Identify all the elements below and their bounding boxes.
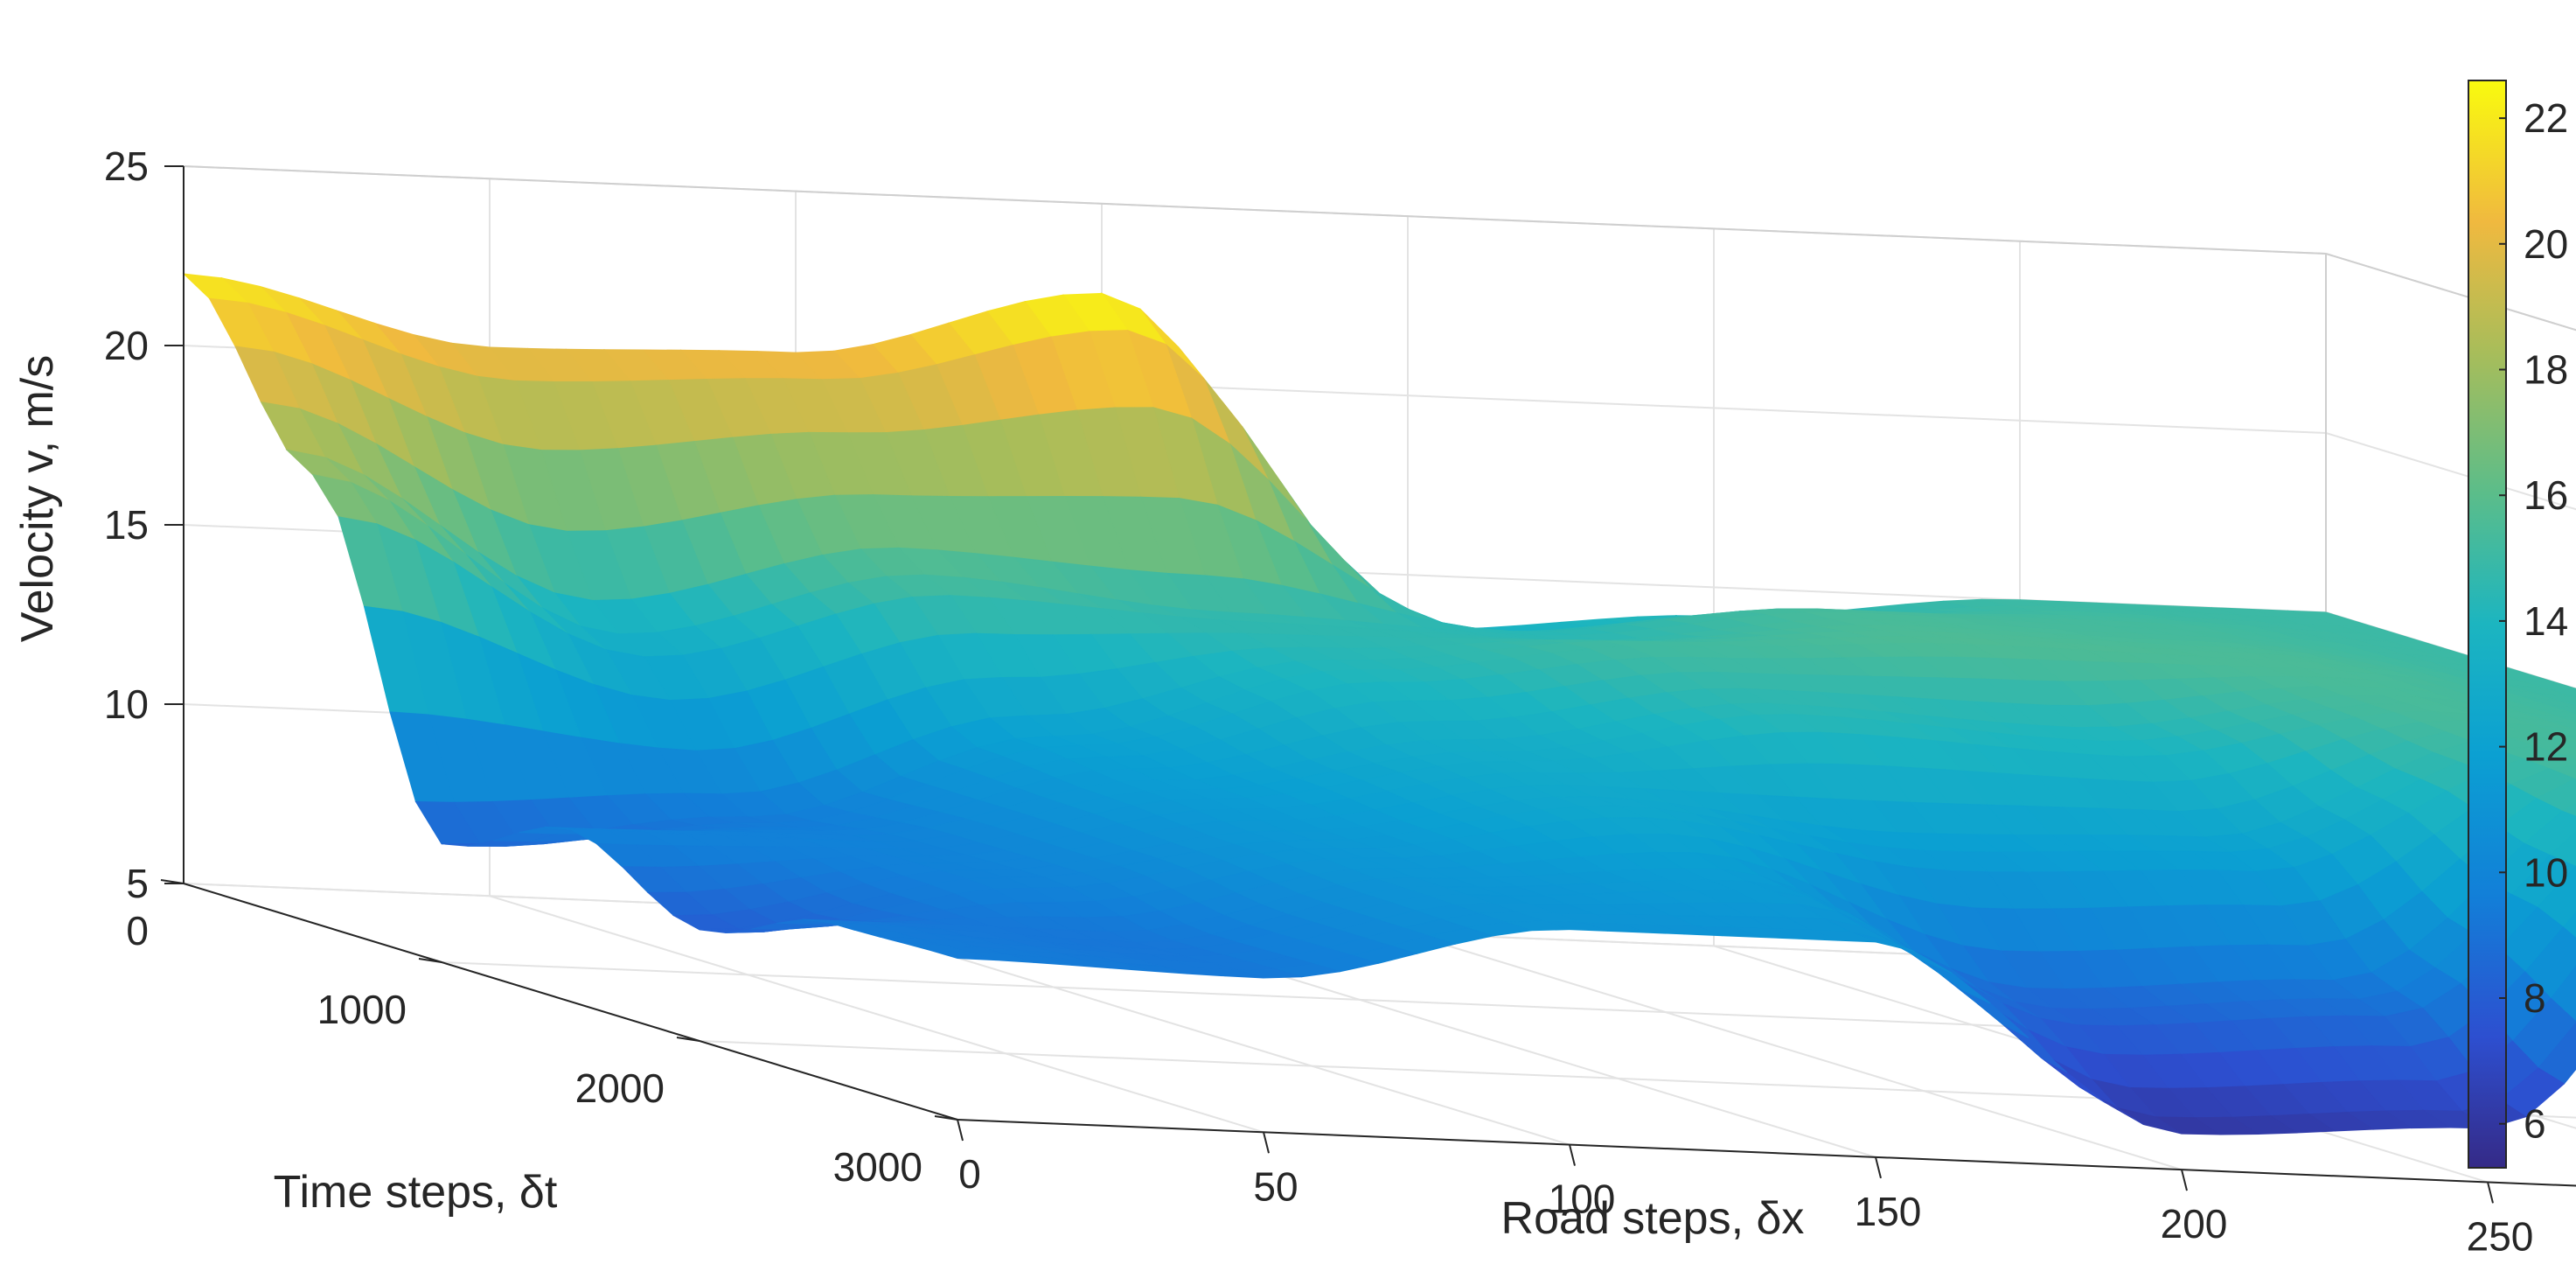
x-tick	[1875, 1156, 1882, 1179]
gridline-x-floor	[489, 895, 1264, 1134]
x-tick	[1263, 1132, 1270, 1154]
t-tick-label: 1000	[317, 987, 407, 1032]
x-tick-label: 0	[958, 1151, 981, 1197]
t-axis-line	[183, 883, 958, 1121]
gridline-x-floor	[1407, 932, 2183, 1171]
surface-patch	[2562, 911, 2576, 939]
x-tick	[2181, 1169, 2188, 1191]
x-tick-label: 100	[1549, 1177, 1616, 1222]
colorbar-tick-label: 10	[2524, 849, 2568, 895]
x-tick	[2487, 1182, 2494, 1204]
colorbar-tick-label: 16	[2524, 472, 2568, 518]
colorbar-tick-label: 8	[2524, 975, 2546, 1021]
x-tick-label: 200	[2161, 1201, 2228, 1247]
x-axis-label: Road steps, δx	[1501, 1193, 1805, 1244]
colorbar-tick-label: 18	[2524, 347, 2568, 393]
t-tick	[160, 879, 184, 884]
t-tick-label: 2000	[575, 1065, 665, 1111]
t-tick-label: 3000	[833, 1144, 922, 1190]
colorbar-gradient	[2468, 80, 2507, 1169]
colorbar-tick-label: 22	[2524, 95, 2568, 141]
x-tick-label: 150	[1855, 1189, 1922, 1234]
y-axis-label: Time steps, δt	[274, 1167, 558, 1218]
tick-labels: 5101520250100020003000050100150200250300…	[104, 143, 2534, 1259]
surface-patch	[2561, 802, 2576, 817]
gridline-z-side	[2325, 432, 2576, 511]
surface-patch	[2573, 729, 2576, 731]
z-tick-label: 15	[104, 502, 149, 548]
colorbar: 6 8 10 12 14 16 18 20 22	[2468, 80, 2568, 1169]
colorbar-tick-label: 14	[2524, 598, 2568, 644]
axes-lines	[160, 165, 2576, 1204]
z-tick-label: 20	[104, 323, 149, 368]
z-tick-label: 25	[104, 143, 149, 189]
surface-patch	[931, 950, 996, 961]
x-tick	[1569, 1144, 1576, 1166]
box-edge	[183, 165, 2327, 255]
z-tick-label: 10	[104, 681, 149, 727]
colorbar-tick-label: 20	[2524, 221, 2568, 267]
colorbar-tick-label: 6	[2524, 1101, 2546, 1147]
z-axis-label: Velocity v, m/s	[12, 355, 63, 642]
t-tick	[418, 958, 442, 963]
x-tick-label: 50	[1253, 1163, 1298, 1209]
x-tick-label: 250	[2467, 1213, 2534, 1259]
velocity-surface	[182, 273, 2576, 1135]
box-edge	[2325, 253, 2576, 332]
z-tick-label: 5	[126, 861, 149, 906]
t-tick-label: 0	[126, 908, 149, 953]
t-tick	[676, 1037, 700, 1042]
x-axis-line	[957, 1119, 2576, 1187]
colorbar-tick-label: 12	[2524, 724, 2568, 770]
t-tick	[934, 1115, 958, 1121]
x-tick	[957, 1119, 964, 1142]
